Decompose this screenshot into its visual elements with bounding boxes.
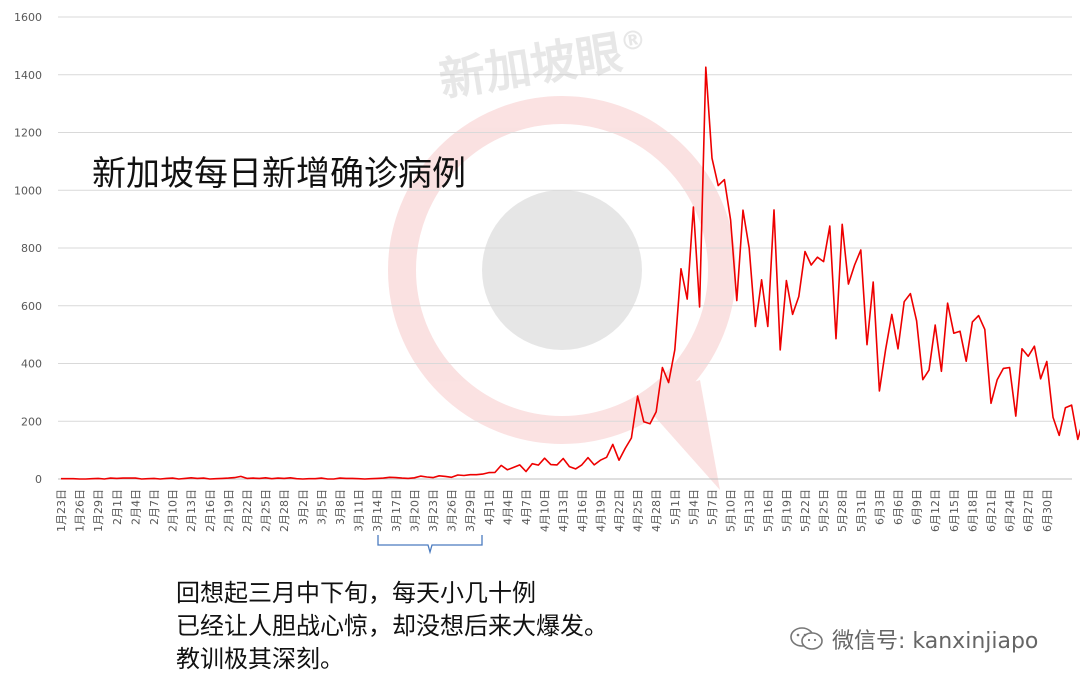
- x-tick-label: 3月5日: [315, 489, 328, 525]
- x-tick-label: 6月27日: [1022, 489, 1035, 532]
- x-tick-label: 6月15日: [948, 489, 961, 532]
- x-tick-label: 6月30日: [1041, 489, 1054, 532]
- x-tick-label: 3月11日: [353, 489, 366, 532]
- x-tick-label: 5月4日: [687, 489, 700, 525]
- gridlines: [58, 16, 1072, 480]
- x-tick-label: 1月29日: [92, 489, 105, 532]
- x-tick-label: 3月17日: [390, 489, 403, 532]
- x-tick-label: 4月19日: [594, 489, 607, 532]
- y-tick-label: 1400: [14, 69, 42, 82]
- x-tick-label: 6月24日: [1004, 489, 1017, 532]
- x-tick-label: 2月10日: [167, 489, 180, 532]
- x-tick-label: 6月18日: [966, 489, 979, 532]
- x-tick-label: 4月28日: [650, 489, 663, 532]
- x-tick-label: 4月22日: [613, 489, 626, 532]
- y-tick-label: 0: [35, 473, 42, 486]
- annotation-line-2: 已经让人胆战心惊，却没想后来大爆发。: [176, 612, 608, 640]
- x-tick-label: 2月1日: [111, 489, 124, 525]
- x-tick-label: 5月28日: [836, 489, 849, 532]
- x-tick-label: 6月21日: [985, 489, 998, 532]
- x-tick-label: 4月25日: [632, 489, 645, 532]
- x-tick-label: 5月10日: [725, 489, 738, 532]
- x-tick-label: 5月22日: [799, 489, 812, 532]
- x-tick-label: 3月2日: [297, 489, 310, 525]
- x-tick-label: 5月25日: [818, 489, 831, 532]
- x-tick-label: 4月16日: [576, 489, 589, 532]
- x-tick-label: 4月1日: [483, 489, 496, 525]
- x-tick-label: 2月25日: [260, 489, 273, 532]
- x-axis-ticks: 1月23日 1月26日 1月29日 2月1日 2月4日 2月7日 2月10日 2月13日 2月1…: [55, 489, 1054, 532]
- x-tick-label: 6月9日: [911, 489, 924, 525]
- x-tick-label: 2月16日: [204, 489, 217, 532]
- x-tick-label: 5月1日: [669, 489, 682, 525]
- x-tick-label: 3月20日: [408, 489, 421, 532]
- x-tick-label: 5月7日: [706, 489, 719, 525]
- x-tick-label: 6月12日: [929, 489, 942, 532]
- x-tick-label: 2月19日: [222, 489, 235, 532]
- watermark-logo: [388, 96, 736, 490]
- x-tick-label: 4月7日: [520, 489, 533, 525]
- y-tick-label: 1600: [14, 11, 42, 24]
- y-tick-label: 1200: [14, 127, 42, 140]
- x-tick-label: 2月28日: [278, 489, 291, 532]
- y-axis-ticks: 0 200 400 600 800 1000 1200 1400 1600: [14, 11, 42, 486]
- x-tick-label: 1月23日: [55, 489, 68, 532]
- x-tick-label: 2月7日: [148, 489, 161, 525]
- y-tick-label: 600: [21, 300, 42, 313]
- x-tick-label: 5月16日: [762, 489, 775, 532]
- x-tick-label: 3月26日: [446, 489, 459, 532]
- y-tick-label: 200: [21, 415, 42, 428]
- x-tick-label: 2月13日: [185, 489, 198, 532]
- x-tick-label: 5月13日: [743, 489, 756, 532]
- march-bracket: [377, 535, 483, 555]
- x-tick-label: 3月14日: [371, 489, 384, 532]
- y-tick-label: 800: [21, 242, 42, 255]
- x-tick-label: 4月4日: [501, 489, 514, 525]
- x-tick-label: 4月13日: [557, 489, 570, 532]
- wechat-id: 微信号: kanxinjiapo: [832, 629, 1039, 654]
- x-tick-label: 2月4日: [129, 489, 142, 525]
- annotation: 回想起三月中下旬，每天小几十例 已经让人胆战心惊，却没想后来大爆发。 教训极其深…: [176, 577, 608, 676]
- y-tick-label: 400: [21, 358, 42, 371]
- x-tick-label: 2月22日: [241, 489, 254, 532]
- x-tick-label: 6月3日: [873, 489, 886, 525]
- x-tick-label: 1月26日: [74, 489, 87, 532]
- x-tick-label: 5月31日: [855, 489, 868, 532]
- wechat-icon: [790, 627, 823, 650]
- x-tick-label: 3月23日: [427, 489, 440, 532]
- x-tick-label: 3月8日: [334, 489, 347, 525]
- series-line-daily-cases: [61, 66, 1080, 480]
- x-tick-label: 4月10日: [539, 489, 552, 532]
- y-tick-label: 1000: [14, 184, 42, 197]
- x-tick-label: 5月19日: [780, 489, 793, 532]
- annotation-line-1: 回想起三月中下旬，每天小几十例: [176, 579, 536, 607]
- x-tick-label: 6月6日: [892, 489, 905, 525]
- annotation-line-3: 教训极其深刻。: [176, 645, 344, 673]
- x-tick-label: 3月29日: [464, 489, 477, 532]
- chart-title: 新加坡每日新增确诊病例: [92, 154, 466, 194]
- wechat-watermark: 微信号: kanxinjiapo: [790, 623, 1038, 655]
